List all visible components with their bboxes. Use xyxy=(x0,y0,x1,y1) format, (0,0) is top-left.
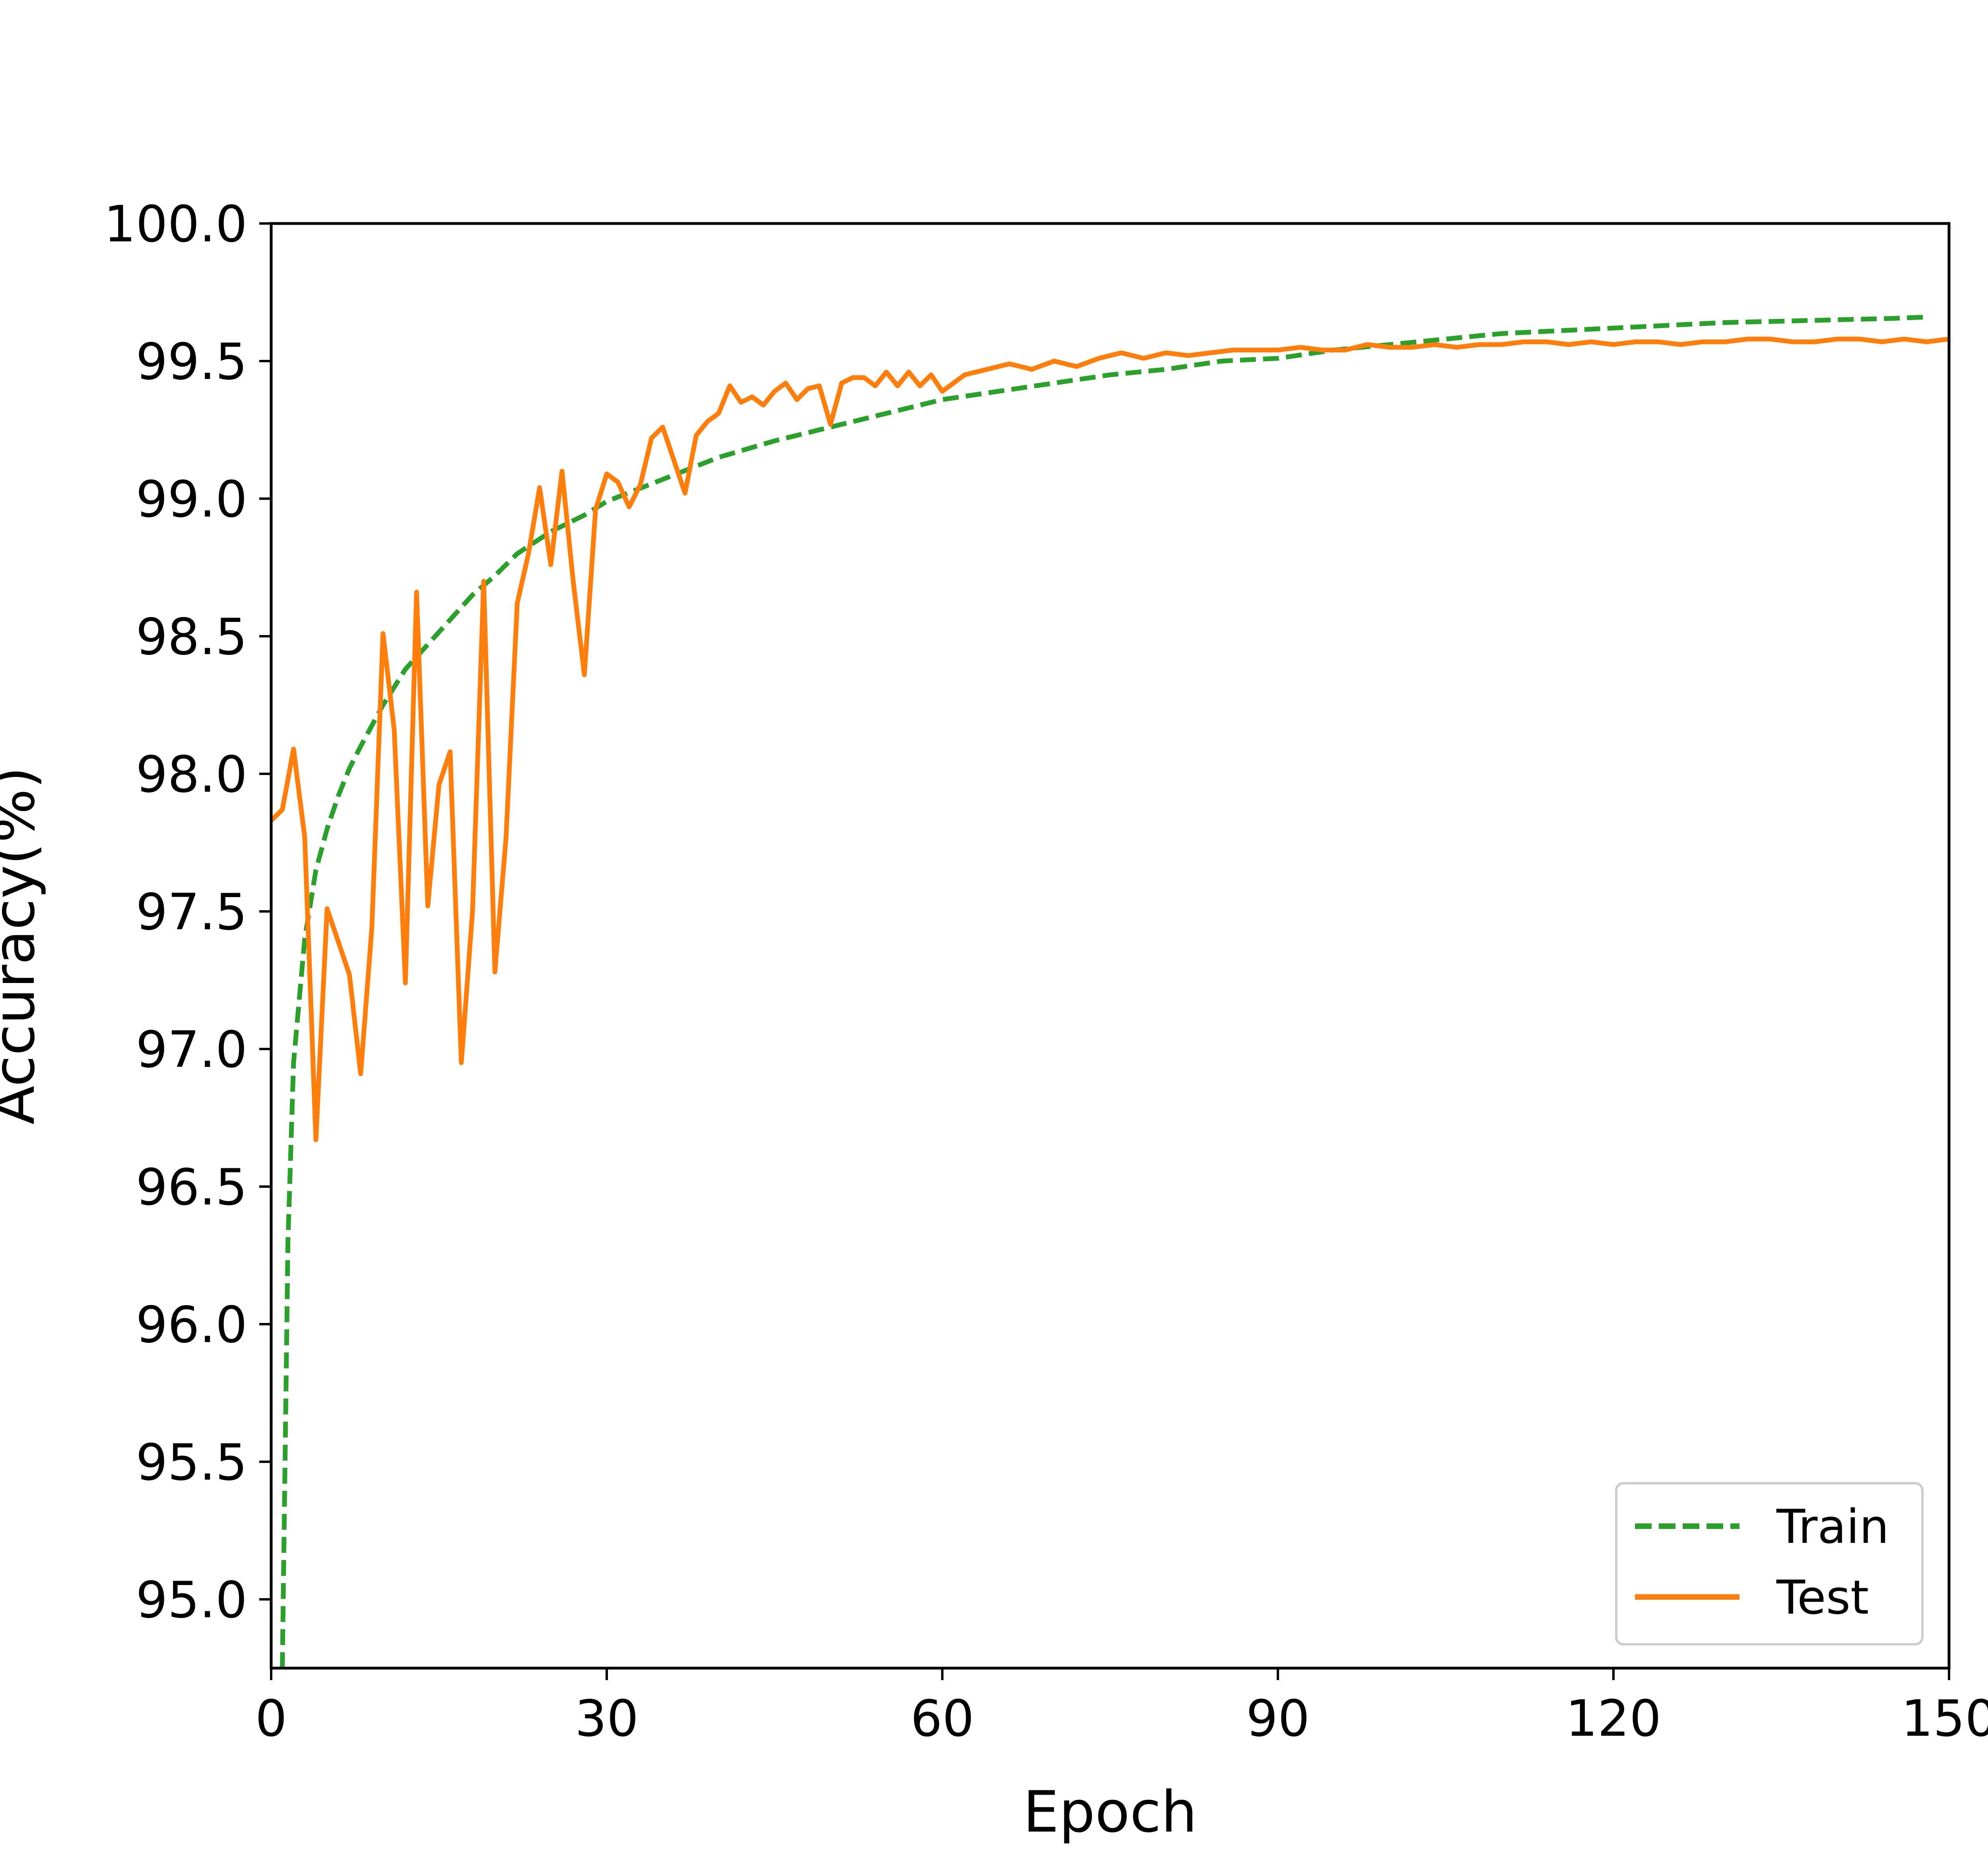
x-tick-label: 90 xyxy=(1246,1689,1310,1748)
y-axis-ticks: 95.0 95.5 96.0 96.5 97.0 97.5 98.0 98.5 99.0 99.5… xyxy=(104,195,271,1629)
plot-frame xyxy=(270,222,1951,1670)
x-tick-label: 120 xyxy=(1566,1689,1662,1748)
y-axis-label: Accuracy(%) xyxy=(0,767,47,1125)
y-tick-label: 96.0 xyxy=(136,1296,247,1354)
y-tick-label: 96.5 xyxy=(136,1158,247,1216)
y-tick-label: 95.0 xyxy=(136,1571,247,1629)
x-axis-ticks: 0 30 60 90 120 150 xyxy=(255,1668,1988,1748)
legend: Train Test xyxy=(1615,1482,1924,1645)
y-tick-label: 98.0 xyxy=(136,745,247,804)
series-layer xyxy=(271,315,1949,1668)
series-line-test xyxy=(271,336,1949,1142)
y-tick-label: 100.0 xyxy=(104,195,247,253)
y-tick-label: 97.0 xyxy=(136,1020,247,1079)
x-tick-label: 150 xyxy=(1901,1689,1988,1748)
series-line-train xyxy=(280,315,1927,1668)
y-tick-label: 99.0 xyxy=(136,470,247,528)
y-tick-label: 97.5 xyxy=(136,883,247,941)
legend-label-test: Test xyxy=(1776,1570,1869,1625)
x-tick-label: 60 xyxy=(911,1689,974,1748)
legend-label-train: Train xyxy=(1776,1499,1889,1554)
x-axis-label: Epoch xyxy=(1023,1779,1197,1845)
y-tick-label: 95.5 xyxy=(136,1433,247,1492)
y-tick-label: 98.5 xyxy=(136,608,247,666)
x-tick-label: 30 xyxy=(575,1689,639,1748)
y-tick-label: 99.5 xyxy=(136,332,247,391)
x-tick-label: 0 xyxy=(255,1689,287,1748)
